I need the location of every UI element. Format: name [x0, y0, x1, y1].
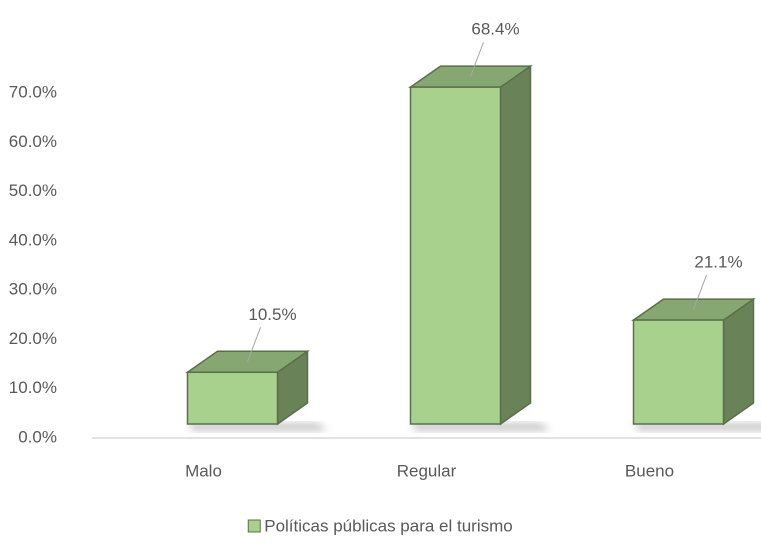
- y-tick-label: 70.0%: [9, 83, 57, 102]
- x-tick-label: Bueno: [625, 461, 674, 480]
- y-tick-label: 50.0%: [9, 181, 57, 200]
- y-tick-label: 20.0%: [9, 329, 57, 348]
- legend-swatch: [248, 520, 260, 532]
- y-tick-label: 0.0%: [18, 427, 57, 446]
- bar: [411, 87, 501, 424]
- y-tick-label: 10.0%: [9, 378, 57, 397]
- value-label: 21.1%: [694, 253, 742, 272]
- bar-shadow: [634, 424, 761, 430]
- bar: [634, 320, 724, 424]
- value-label: 68.4%: [471, 20, 519, 39]
- bar-shadow: [411, 424, 551, 430]
- y-tick-label: 40.0%: [9, 230, 57, 249]
- value-label: 10.5%: [248, 305, 296, 324]
- bar-side: [501, 66, 531, 424]
- x-tick-label: Regular: [397, 461, 457, 480]
- legend-label: Políticas públicas para el turismo: [264, 516, 513, 535]
- y-tick-label: 60.0%: [9, 132, 57, 151]
- y-tick-label: 30.0%: [9, 280, 57, 299]
- bar: [188, 372, 278, 424]
- x-tick-label: Malo: [185, 461, 222, 480]
- bar-shadow: [188, 424, 328, 430]
